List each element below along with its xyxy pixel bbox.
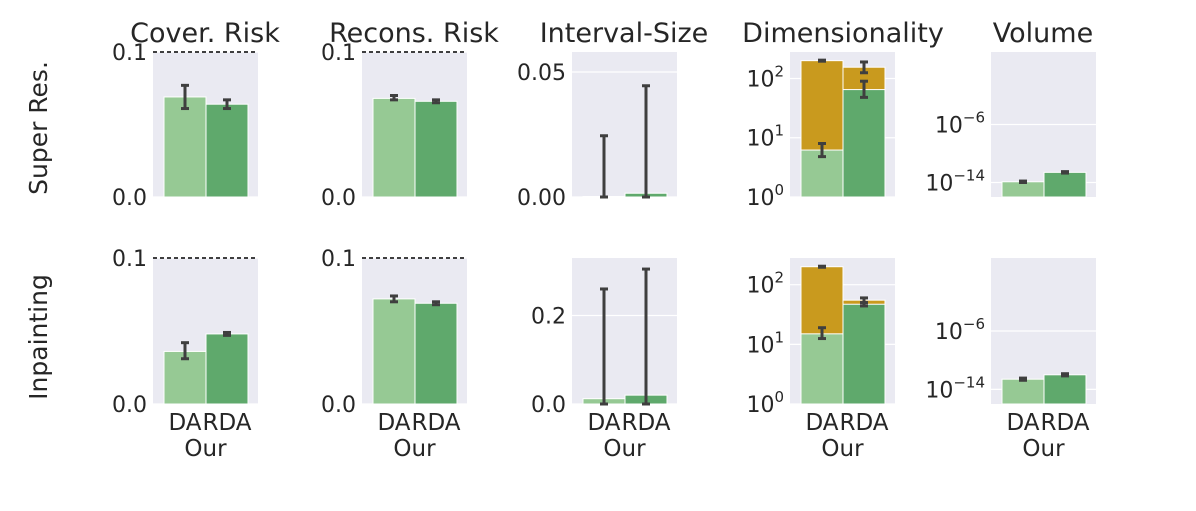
y-tick-label: 10−6 [935,109,985,139]
y-tick-label: 0.0 [112,186,147,211]
row-label-super-res: Super Res. [24,61,53,195]
x-axis-label: Our [603,436,646,462]
bar-rda [1043,374,1087,405]
bar-da [1001,378,1045,405]
y-tick-label: 101 [746,328,784,358]
bar-da [800,333,844,405]
y-tick-label: 102 [746,269,784,299]
x-tick-label-da: DA [1006,410,1039,436]
row-label-inpainting: Inpainting [24,274,53,400]
column-title-volume: Volume [993,18,1093,49]
x-axis-label: Our [1022,436,1065,462]
x-tick-label-rda: RDA [202,410,251,436]
column-title-cover-risk: Cover. Risk [130,18,280,49]
y-tick-label: 0.00 [517,186,566,211]
x-tick-label-da: DA [587,410,620,436]
column-title-interval-size: Interval-Size [540,18,709,49]
bar-rda [1043,171,1087,198]
y-tick-label: 0.2 [531,305,566,330]
x-tick-label-da: DA [377,410,410,436]
panel-super-res-dimensionality: 100 101 102 [746,52,895,211]
panel-super-res-cover-risk: 0.0 0.1 [112,41,258,211]
y-tick-label: 100 [746,388,784,418]
panel-super-res-interval-size: 0.00 0.05 [517,52,677,211]
bar-rda [205,103,249,198]
bar-rda [842,89,886,198]
x-axis-label: Our [821,436,864,462]
bar-da [1001,181,1045,198]
y-tick-label: 10−14 [925,373,985,403]
y-tick-label: 101 [746,122,784,152]
plot-background [572,52,677,197]
y-tick-label: 0.05 [517,61,566,86]
bar-da [163,96,207,198]
bar-rda [414,302,458,405]
y-tick-label: 0.1 [321,41,356,66]
bar-rda [414,100,458,198]
y-tick-label: 0.0 [531,393,566,418]
x-tick-label-rda: RDA [621,410,670,436]
column-title-recons-risk: Recons. Risk [329,18,499,49]
y-tick-label: 0.0 [321,186,356,211]
bar-da [372,97,416,198]
y-tick-label: 0.1 [112,247,147,272]
x-axis-label: Our [393,436,436,462]
y-tick-label: 10−14 [925,167,985,197]
x-tick-label-da: DA [805,410,838,436]
column-title-dimensionality: Dimensionality [742,18,944,49]
panel-super-res-recons-risk: 0.0 0.1 [321,41,467,211]
plot-background [572,258,677,404]
bar-rda [842,303,886,405]
x-tick-label-da: DA [168,410,201,436]
bar-da [372,298,416,405]
x-tick-label-rda: RDA [1040,410,1089,436]
y-tick-label: 0.1 [321,247,356,272]
y-tick-label: 10−6 [935,315,985,345]
y-tick-label: 0.0 [321,393,356,418]
y-tick-label: 100 [746,181,784,211]
bar-rda [205,333,249,405]
y-tick-label: 0.1 [112,41,147,66]
panel-super-res-volume: 10−14 10−6 [925,52,1096,198]
x-tick-label-rda: RDA [839,410,888,436]
x-tick-label-rda: RDA [411,410,460,436]
y-tick-label: 0.0 [112,393,147,418]
x-axis-label: Our [184,436,227,462]
y-tick-label: 102 [746,62,784,92]
